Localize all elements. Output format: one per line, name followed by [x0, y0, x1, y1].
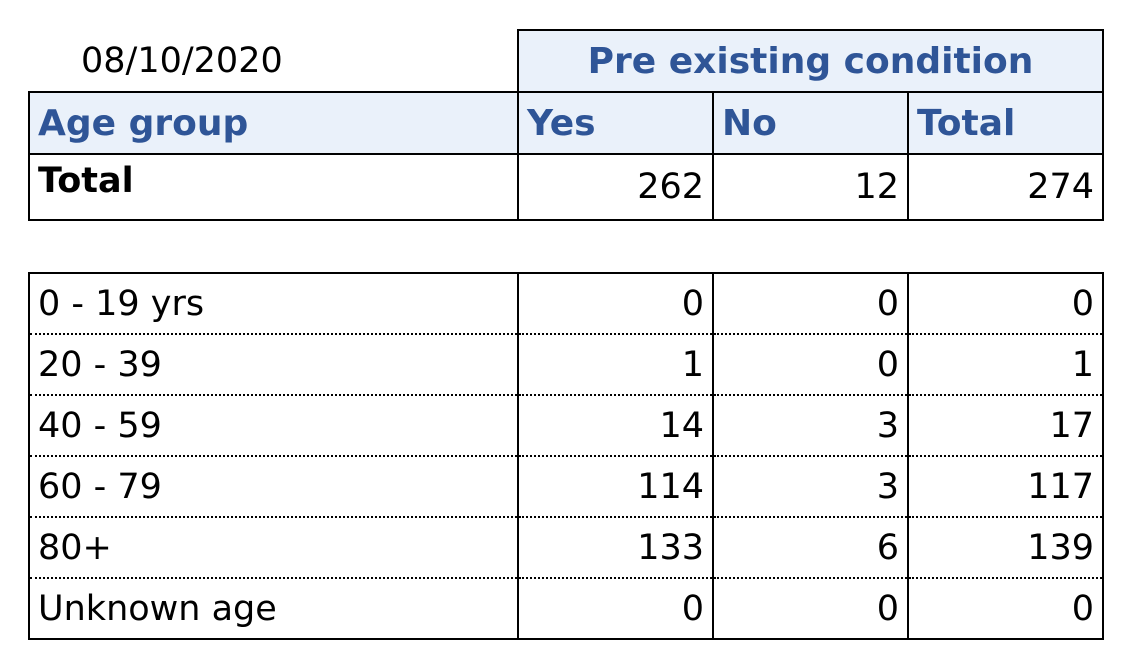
yes-value: 0	[517, 273, 714, 335]
age-group-table: 0 - 19 yrs 0 0 0 20 - 39 1 0 1 40 - 59 1…	[28, 272, 1104, 640]
no-value: 6	[712, 517, 909, 579]
age-group-label: Unknown age	[28, 578, 519, 640]
yes-value: 114	[517, 456, 714, 518]
total-value: 139	[907, 517, 1104, 579]
no-value: 0	[712, 334, 909, 396]
total-yes-value: 262	[517, 153, 714, 221]
yes-value: 1	[517, 334, 714, 396]
column-header-row: Age group Yes No Total	[28, 91, 1105, 155]
table-row: 0 - 19 yrs 0 0 0	[28, 273, 1104, 335]
table-row: 40 - 59 14 3 17	[28, 395, 1104, 457]
total-value: 0	[907, 578, 1104, 640]
table-row: 80+ 133 6 139	[28, 517, 1104, 579]
total-value: 17	[907, 395, 1104, 457]
total-total-value: 274	[906, 153, 1105, 221]
no-value: 3	[712, 456, 909, 518]
table-row: Unknown age 0 0 0	[28, 578, 1104, 640]
table-row: 20 - 39 1 0 1	[28, 334, 1104, 396]
age-group-label: 0 - 19 yrs	[28, 273, 519, 335]
total-row: Total 262 12 274	[28, 153, 1105, 221]
total-value: 0	[907, 273, 1104, 335]
date-header-row: 08/10/2020 Pre existing condition	[29, 29, 1105, 93]
age-group-label: 40 - 59	[28, 395, 519, 457]
age-group-header: Age group	[28, 91, 519, 155]
total-no-value: 12	[712, 153, 909, 221]
total-header: Total	[906, 91, 1105, 155]
no-value: 0	[712, 273, 909, 335]
total-value: 117	[907, 456, 1104, 518]
yes-value: 14	[517, 395, 714, 457]
yes-value: 133	[517, 517, 714, 579]
report-date: 08/10/2020	[81, 40, 283, 81]
age-group-label: 80+	[28, 517, 519, 579]
yes-value: 0	[517, 578, 714, 640]
age-group-label: 20 - 39	[28, 334, 519, 396]
no-value: 0	[712, 578, 909, 640]
age-group-label: 60 - 79	[28, 456, 519, 518]
total-row-label: Total	[28, 153, 519, 221]
pre-existing-condition-header: Pre existing condition	[516, 29, 1105, 93]
summary-table: 08/10/2020 Pre existing condition Age gr…	[28, 29, 1105, 221]
no-value: 3	[712, 395, 909, 457]
no-header: No	[712, 91, 909, 155]
table-row: 60 - 79 114 3 117	[28, 456, 1104, 518]
yes-header: Yes	[517, 91, 714, 155]
total-value: 1	[907, 334, 1104, 396]
